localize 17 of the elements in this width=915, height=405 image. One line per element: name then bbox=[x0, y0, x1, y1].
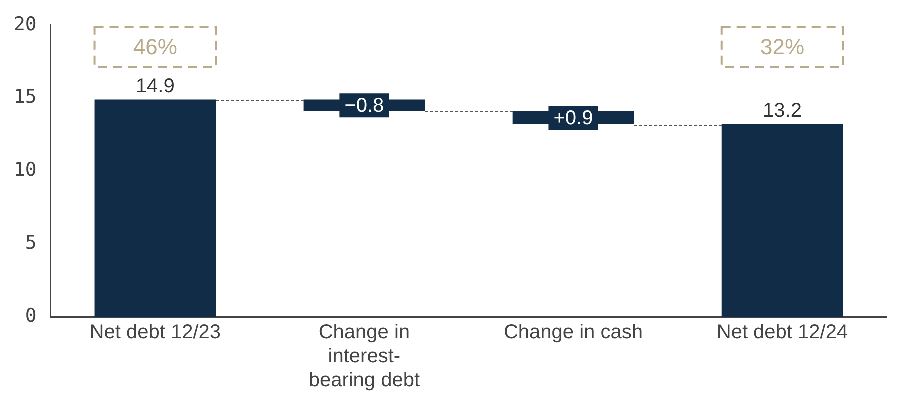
y-tick-label: 0 bbox=[25, 304, 37, 327]
y-tick-label: 10 bbox=[14, 159, 37, 182]
x-tick-label: Net debt 12/24 bbox=[716, 322, 848, 344]
annotation: 32% bbox=[760, 34, 805, 60]
data-label: +0.9 bbox=[554, 108, 594, 130]
bar bbox=[94, 100, 216, 317]
x-tick-label: Net debt 12/23 bbox=[90, 322, 222, 344]
x-tick-label: Change in cash bbox=[504, 322, 643, 344]
data-label: 13.2 bbox=[763, 100, 802, 122]
y-tick-label: 5 bbox=[25, 232, 37, 254]
y-tick-label: 20 bbox=[14, 13, 37, 36]
data-label: −0.8 bbox=[344, 95, 384, 118]
bar bbox=[722, 124, 844, 317]
x-tick-label: Change in interest-bearing debt bbox=[308, 322, 420, 392]
data-label: 14.9 bbox=[136, 75, 175, 98]
y-tick-label: 15 bbox=[14, 86, 37, 108]
annotation: 46% bbox=[133, 34, 178, 60]
